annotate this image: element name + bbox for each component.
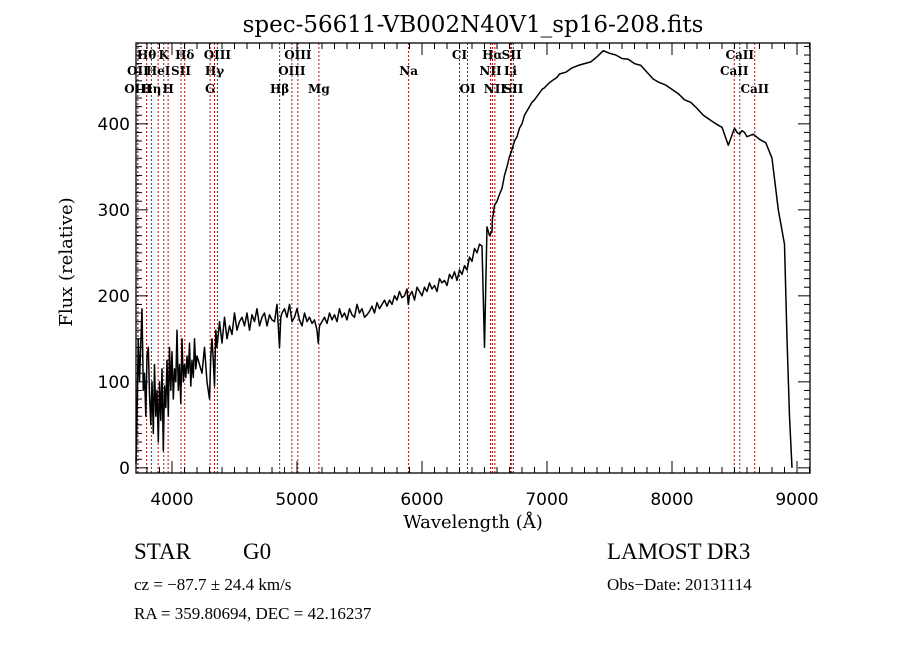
line-label: CaII: [720, 64, 749, 78]
redshift-velocity: cz = −87.7 ± 24.4 km/s: [134, 575, 291, 594]
coordinates: RA = 359.80694, DEC = 42.16237: [134, 604, 372, 623]
line-label: NII: [484, 82, 507, 96]
line-label: OII: [127, 64, 149, 78]
y-tick-label: 0: [119, 459, 130, 479]
line-label: NII: [479, 64, 502, 78]
line-label: K: [159, 48, 170, 62]
x-tick-label: 7000: [525, 490, 568, 510]
y-tick-label: 400: [98, 115, 130, 135]
y-axis-label: Flux (relative): [56, 197, 77, 326]
line-label: Hδ: [175, 48, 194, 62]
x-tick-label: 8000: [650, 490, 693, 510]
line-label: SII: [502, 48, 522, 62]
object-class: STAR: [134, 539, 192, 564]
x-axis-ticks: [146, 43, 810, 473]
y-tick-label: 100: [98, 373, 130, 393]
object-subclass: G0: [243, 539, 271, 564]
line-label: Mg: [308, 82, 330, 96]
x-axis-tick-labels: 4000 5000 6000 7000 8000 9000: [150, 490, 818, 510]
line-label: Na: [399, 64, 418, 78]
x-tick-label: 9000: [775, 490, 818, 510]
line-label: Hβ: [270, 82, 289, 96]
info-panel: STAR G0 cz = −87.7 ± 24.4 km/s RA = 359.…: [134, 539, 752, 623]
y-axis-ticks: [136, 45, 810, 469]
chart-title: spec-56611-VB002N40V1_sp16-208.fits: [243, 12, 704, 38]
line-label: SII: [171, 64, 191, 78]
observation-date: Obs−Date: 20131114: [607, 575, 752, 594]
line-label: Hγ: [205, 64, 224, 78]
line-label: CaII: [740, 82, 769, 96]
x-tick-label: 4000: [150, 490, 193, 510]
line-label: Hη: [141, 82, 161, 96]
y-tick-label: 200: [98, 287, 130, 307]
line-label: OIII: [204, 48, 232, 62]
y-axis-tick-labels: 0 100 200 300 400: [98, 115, 130, 479]
x-tick-label: 5000: [275, 490, 318, 510]
line-label: Hα: [482, 48, 503, 62]
plot-frame: [135, 42, 811, 474]
spectral-line-markers: [137, 43, 756, 473]
line-label: SII: [503, 82, 523, 96]
x-tick-label: 6000: [400, 490, 443, 510]
series-group: [135, 49, 793, 468]
series-line-spectrum: [135, 49, 793, 468]
line-label: OI: [459, 82, 475, 96]
y-tick-label: 300: [98, 201, 130, 221]
survey-release: LAMOST DR3: [607, 539, 750, 564]
line-label: Hθ: [137, 48, 156, 62]
line-label: OIII: [284, 48, 312, 62]
line-label: G: [205, 82, 215, 96]
line-label: OIII: [278, 64, 306, 78]
line-label: Li: [504, 64, 517, 78]
line-label: HeI: [146, 64, 171, 78]
line-label: CaII: [725, 48, 754, 62]
x-axis-label: Wavelength (Å): [403, 511, 543, 533]
line-label: CI: [452, 48, 468, 62]
line-label: H: [162, 82, 173, 96]
